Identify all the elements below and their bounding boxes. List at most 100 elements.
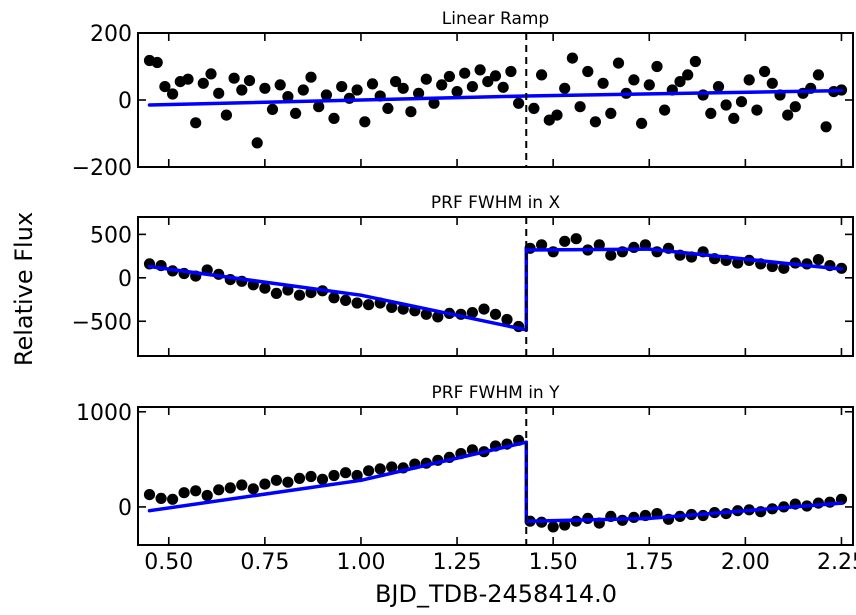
data-point [143,489,156,501]
data-point [297,84,309,96]
data-point [674,76,686,88]
data-point [178,487,190,499]
data-point [305,470,317,483]
model-line [647,501,844,521]
x-tick-label: 1.25 [433,550,482,575]
panel-1: Linear Ramp −200 0 200 [72,9,854,181]
x-tick-label: 0.50 [144,550,193,575]
y-tick-label: 200 [90,22,132,47]
data-point [636,117,648,129]
data-point [382,102,394,114]
data-point [559,82,571,94]
data-point [436,79,448,91]
data-point [228,72,240,84]
data-point [547,521,559,533]
model-line [524,247,652,252]
data-point [266,103,279,115]
data-point [366,78,379,90]
x-tick-label: 1.75 [625,550,674,575]
data-point [359,116,371,128]
data-point [651,60,663,73]
data-point [190,117,202,129]
data-point [274,79,286,91]
data-point [220,109,232,121]
data-point [213,484,225,496]
x-tick-label: 2.00 [721,550,770,575]
model-line [147,264,363,297]
data-point [559,235,571,247]
data-point [605,107,617,119]
data-point [697,89,709,101]
y-tick-label: 0 [118,89,132,114]
data-point [316,473,329,485]
x-tick-label: 1.50 [529,550,578,575]
data-point [405,106,417,118]
model-line [524,88,844,98]
y-tick-label: 0 [118,267,132,292]
data-point [236,479,248,491]
data-point [374,463,386,475]
data-point [328,112,340,124]
data-point [420,308,432,320]
data-point [282,476,294,488]
data-point [328,469,340,482]
data-point [428,97,440,109]
data-point [167,493,179,505]
data-point [628,74,640,86]
data-point [270,474,282,486]
y-tick-label: 1000 [76,401,132,426]
y-tick-label: −500 [72,310,132,335]
y-axis-label: Relative Flux [10,212,38,366]
panel-3: PRF FWHM in Y 0.50 0.75 1.00 1.25 1.50 1.75 2.0… [76,383,856,575]
data-point [751,104,763,116]
x-tick-label: 2.25 [817,550,856,575]
model-line [524,516,652,523]
panels: Linear Ramp −200 0 200 PRF FWHM in X −500 0 500… [72,9,856,575]
data-point [351,84,363,96]
data-point [689,55,702,68]
axes-frame [137,406,854,546]
data-point [305,71,317,83]
data-point [743,74,755,86]
data-point [328,292,340,304]
data-point [243,75,256,87]
data-point [201,489,213,502]
data-point [159,81,171,93]
data-point [489,70,502,82]
data-point [386,301,398,313]
data-point [536,239,548,251]
data-point [459,67,471,79]
data-point [432,311,444,323]
x-tick-label: 0.75 [240,550,289,575]
model-line [359,293,529,332]
data-point [205,68,217,80]
data-point [643,79,655,91]
data-point [778,262,790,274]
x-tick-label: 1.00 [336,550,385,575]
data-point [451,86,463,98]
data-point [155,492,167,504]
model-line [359,440,529,483]
model-line [147,478,363,513]
data-point [597,77,609,89]
data-point [789,101,801,113]
data-point [320,89,332,101]
data-point [259,282,271,294]
data-point [489,308,502,320]
model-line [147,94,529,107]
data-point [570,233,582,245]
data-point [340,467,352,479]
data-point [197,77,209,89]
data-point [782,109,794,121]
data-point [513,97,525,109]
data-point [759,65,771,78]
data-point [582,65,594,78]
data-point [313,101,325,113]
data-point [167,88,179,100]
data-point [386,461,398,473]
data-point [363,465,375,477]
x-axis-label: BJD_TDB-2458414.0 [375,580,617,608]
data-point [566,52,579,64]
data-point [224,482,236,494]
